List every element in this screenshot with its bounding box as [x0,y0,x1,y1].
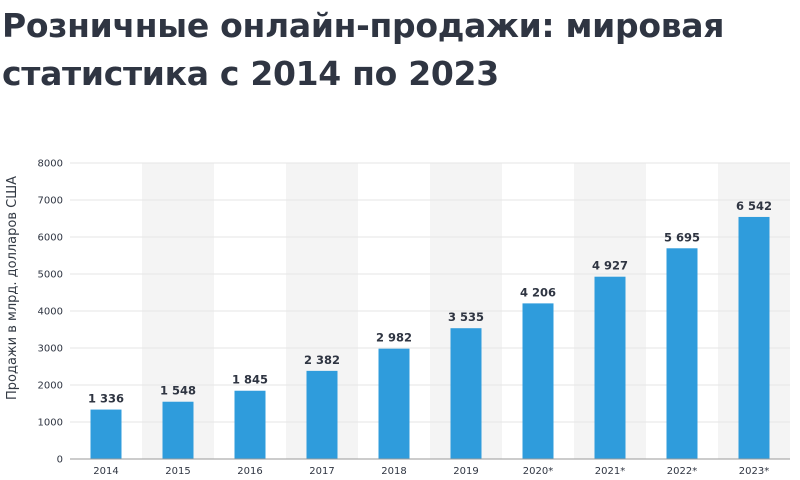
y-tick-label: 0 [57,455,63,466]
x-tick-label: 2014 [93,466,118,477]
data-label: 1 845 [232,373,268,387]
x-tick-label: 2015 [165,466,190,477]
bar [234,390,266,459]
bar [522,303,554,459]
data-label: 2 382 [304,353,340,367]
page-title: Розничные онлайн-продажи: мировая статис… [2,6,725,93]
x-tick-label: 2021* [595,466,625,477]
x-tick-label: 2019 [453,466,478,477]
bar [594,276,626,459]
x-axis-ticks: 2014 2015 2016 2017 2018 2019 2020* 2021* 2022* 2… [93,466,769,477]
data-label: 1 548 [160,384,196,398]
data-label: 6 542 [736,199,772,213]
bar [738,216,770,459]
data-label: 3 535 [448,310,484,324]
x-tick-label: 2017 [309,466,334,477]
bars [90,216,770,459]
bar [90,409,122,459]
bar [666,248,698,459]
y-tick-label: 6000 [38,233,63,244]
bar [378,348,410,459]
y-tick-label: 4000 [38,307,63,318]
x-tick-label: 2020* [523,466,553,477]
bar [450,328,482,459]
data-label: 2 982 [376,331,412,345]
data-label: 4 927 [592,259,628,273]
x-tick-label: 2018 [381,466,406,477]
y-tick-label: 1000 [38,418,63,429]
data-label: 1 336 [88,392,124,406]
y-tick-label: 2000 [38,381,63,392]
bar [306,370,338,459]
bar [162,401,194,459]
data-label: 4 206 [520,285,556,299]
data-label: 5 695 [664,230,700,244]
value-labels: 1 336 1 548 1 845 2 382 2 982 3 535 4 206 4 927… [88,199,772,406]
x-tick-label: 2022* [667,466,697,477]
x-tick-label: 2016 [237,466,262,477]
y-tick-label: 8000 [38,159,63,170]
x-tick-label: 2023* [739,466,769,477]
y-tick-label: 5000 [38,270,63,281]
y-tick-label: 7000 [38,196,63,207]
y-tick-label: 3000 [38,344,63,355]
y-axis-ticks: 0 1000 2000 3000 4000 5000 6000 7000 8000 [38,159,63,466]
y-axis-label: Продажи в млрд. долларов США [5,176,20,400]
